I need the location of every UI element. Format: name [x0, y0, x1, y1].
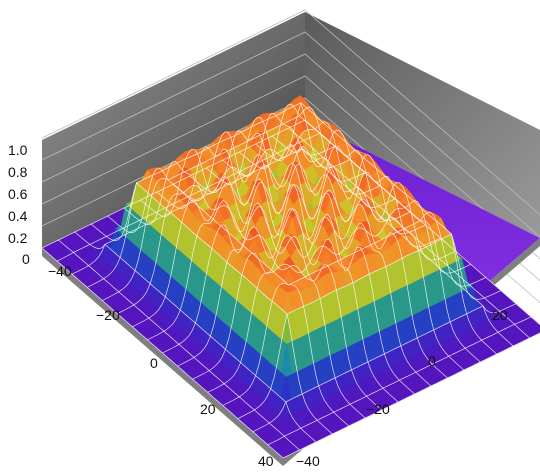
pane-grid-line — [41, 9, 540, 216]
y-tick-label: 0 — [428, 353, 436, 369]
y-tick-label: 20 — [492, 307, 508, 323]
wireframe-line — [123, 161, 366, 419]
y-tick-label: −20 — [366, 401, 390, 417]
wireframe-line — [237, 233, 501, 419]
wireframe-line — [74, 231, 317, 443]
wireframe-line — [156, 146, 399, 403]
wireframe-line — [252, 303, 517, 433]
pane-right — [305, 12, 540, 238]
x-axis: −40 −20 0 20 40 — [48, 263, 274, 469]
wireframe-line — [107, 167, 350, 427]
wireframe-line — [207, 200, 471, 393]
wireframe-line — [58, 239, 300, 451]
x-tick-label: 40 — [258, 453, 274, 469]
y-axis: −40 −20 0 20 — [296, 307, 508, 469]
wireframe-line — [91, 182, 333, 435]
z-tick-label: 0.4 — [8, 208, 28, 224]
pane-grid-line — [41, 31, 540, 238]
wireframe-line — [192, 182, 456, 380]
z-tick-label: 0 — [22, 251, 30, 267]
pane-grid-line — [41, 53, 540, 260]
x-tick-label: −40 — [48, 263, 72, 279]
wireframe-line — [267, 316, 532, 446]
z-tick-label: 0.6 — [8, 186, 28, 202]
surface-patch — [535, 325, 540, 333]
surface-wireframe — [41, 102, 540, 459]
z-tick-label: 1.0 — [8, 142, 28, 158]
z-axis: 1.0 0.8 0.6 0.4 0.2 0 — [8, 142, 30, 267]
wireframe-line — [173, 131, 415, 395]
y-tick-label: −40 — [296, 453, 320, 469]
wireframe-line — [222, 211, 486, 406]
pane-left — [42, 12, 305, 248]
z-tick-label: 0.8 — [8, 164, 28, 180]
wireframe-line — [282, 332, 540, 459]
wireframe-line — [41, 247, 284, 459]
wireframe-line — [140, 148, 382, 411]
x-tick-label: 0 — [150, 355, 158, 371]
z-tick-label: 0.2 — [8, 230, 28, 246]
x-tick-label: 20 — [200, 401, 216, 417]
wireframe-line — [177, 171, 441, 367]
x-tick-label: −20 — [96, 307, 120, 323]
pane-grid — [41, 9, 540, 304]
